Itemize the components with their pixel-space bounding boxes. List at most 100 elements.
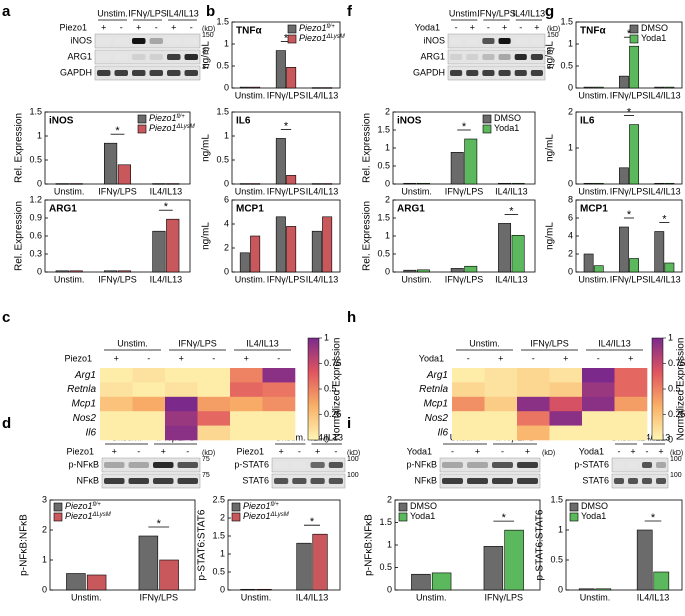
bar xyxy=(619,226,629,273)
heat-cell xyxy=(614,425,648,441)
heat-cell xyxy=(262,411,296,426)
blot-background xyxy=(611,457,669,473)
colorbar xyxy=(307,337,320,441)
sign: - xyxy=(155,22,158,32)
y-tick-label: 0.5 xyxy=(550,554,563,564)
y-tick-label: 0 xyxy=(387,584,392,594)
heat-cell xyxy=(582,411,615,426)
blot-band xyxy=(274,478,289,484)
kd-marker: 75 xyxy=(202,456,210,463)
bar xyxy=(286,226,297,273)
heatmap-group-label: IL4/IL13 xyxy=(246,338,279,348)
legend-label: Piezo1ΔLysM xyxy=(243,511,289,521)
x-tick-label: Unstim. xyxy=(578,274,609,284)
blot-band xyxy=(104,478,125,484)
blot-background xyxy=(611,473,669,489)
x-tick-label: IFNγ/LPS xyxy=(610,90,649,100)
bar xyxy=(511,234,525,273)
blot-band xyxy=(492,478,513,484)
y-tick-label: 0 xyxy=(42,584,47,594)
sign: + xyxy=(658,446,663,456)
y-axis-label: p-STAT6:STAT6 xyxy=(535,509,546,580)
y-tick-label: 0.5 xyxy=(29,154,42,164)
y-axis-label: p-NFκB:NFκB xyxy=(19,514,30,576)
bar xyxy=(322,87,333,89)
row-label: Retnla xyxy=(67,384,96,395)
heat-cell xyxy=(452,382,485,398)
legend-label: Piezo1fl/+ xyxy=(149,113,185,123)
plot-frame xyxy=(231,111,341,185)
blot-background xyxy=(271,457,346,473)
sign: - xyxy=(190,22,193,32)
row-label: Nos2 xyxy=(73,413,97,424)
bar xyxy=(239,86,250,89)
x-tick-label: Unstim. xyxy=(54,186,85,196)
blot-band xyxy=(514,54,527,60)
sign: + xyxy=(498,353,503,363)
significance-mark: * xyxy=(627,209,632,221)
blot-band xyxy=(184,54,198,60)
x-tick-label: Unstim. xyxy=(401,186,432,196)
sign: - xyxy=(277,353,280,363)
y-tick-label: 2 xyxy=(220,512,225,522)
bar xyxy=(593,182,604,185)
bar xyxy=(117,164,131,185)
legend-label: DMSO xyxy=(494,113,521,123)
heat-cell xyxy=(100,396,133,412)
heat-cell xyxy=(100,411,133,426)
heat-cell xyxy=(517,411,550,426)
heat-cell xyxy=(614,396,648,412)
significance-mark: * xyxy=(310,516,315,528)
blot-band xyxy=(530,38,543,44)
bar xyxy=(416,182,430,185)
bar xyxy=(583,182,594,185)
row-label: Retnla xyxy=(419,384,448,395)
colorbar-tick-label: 1 xyxy=(324,332,329,342)
blot-band xyxy=(467,478,488,484)
kd-marker: 37 xyxy=(202,48,210,55)
legend-label: Yoda1 xyxy=(410,511,435,521)
treatment-label: Piezo1 xyxy=(64,353,92,363)
y-axis-label: p-STAT6:STAT6 xyxy=(197,509,208,580)
y-tick-label: 1 xyxy=(224,130,229,140)
y-tick-label: 0 xyxy=(224,82,229,92)
heat-cell xyxy=(230,411,263,426)
colorbar xyxy=(651,337,664,441)
blot-band xyxy=(517,462,538,468)
bar xyxy=(166,183,180,185)
row-label: Mcp1 xyxy=(72,399,96,410)
blot-row-label: p-STAT6 xyxy=(574,459,609,469)
y-axis-label: Rel. Expression xyxy=(362,113,373,183)
x-tick-label: IFNγ/LPS xyxy=(98,186,137,196)
blot-band xyxy=(153,462,174,468)
bar xyxy=(619,75,629,89)
significance-mark: * xyxy=(157,518,162,530)
legend-swatch xyxy=(398,502,408,512)
blot-band xyxy=(114,54,128,60)
heat-cell xyxy=(484,425,518,441)
plot-frame xyxy=(44,111,191,185)
bar xyxy=(403,182,417,185)
heatmap-group-label: IL4/IL13 xyxy=(598,338,631,348)
bar xyxy=(286,175,297,185)
y-tick-label: 2 xyxy=(42,524,47,534)
bar xyxy=(275,138,286,185)
blot-background xyxy=(94,33,201,49)
x-tick-label: IL4/IL13 xyxy=(495,274,528,284)
blot-band xyxy=(310,462,325,468)
y-tick-label: 1 xyxy=(37,130,42,140)
blot-row-label: ARG1 xyxy=(67,51,92,61)
bar xyxy=(629,258,639,273)
heat-cell xyxy=(132,368,166,383)
significance-mark: * xyxy=(462,121,467,133)
significance-mark: * xyxy=(164,201,169,213)
y-tick-label: 1.5 xyxy=(560,16,573,26)
blot-background xyxy=(447,65,546,81)
sign: + xyxy=(630,446,635,456)
blot-band xyxy=(466,70,479,76)
blot-band xyxy=(274,462,289,468)
blot-band xyxy=(498,54,511,60)
y-axis-label: Rel. Expression xyxy=(14,113,25,183)
panel-label: c xyxy=(2,309,10,326)
blot-row-label: iNOS xyxy=(423,35,445,45)
